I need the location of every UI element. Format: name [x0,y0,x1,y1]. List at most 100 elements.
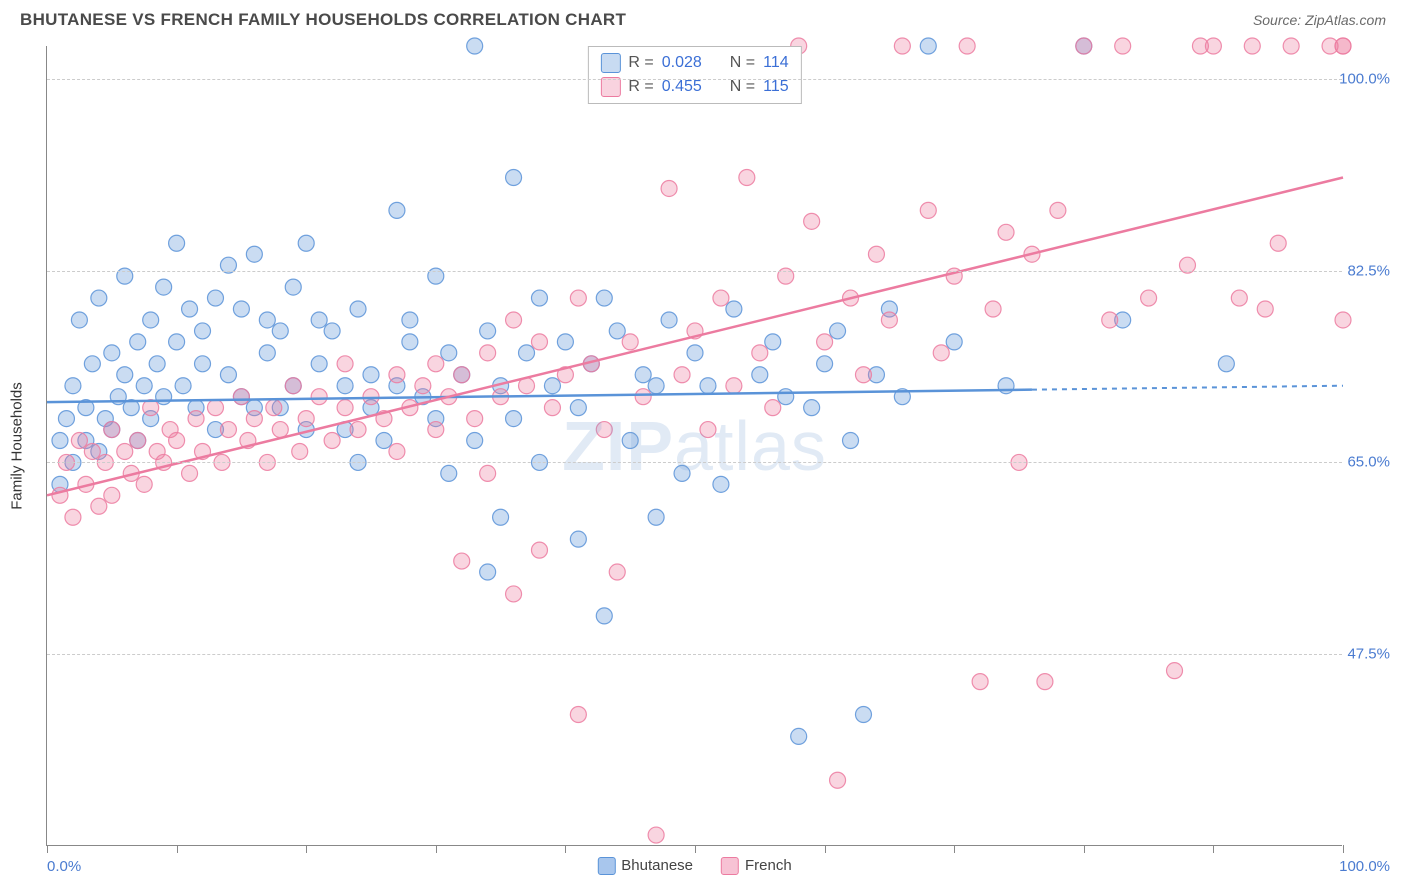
scatter-point [765,334,781,350]
y-tick-label: 47.5% [1347,646,1390,663]
scatter-point [855,706,871,722]
scatter-point [791,728,807,744]
x-tick [1213,845,1214,853]
scatter-point [622,433,638,449]
scatter-point [596,608,612,624]
scatter-point [175,378,191,394]
scatter-point [454,553,470,569]
scatter-point [130,334,146,350]
scatter-point [998,378,1014,394]
scatter-point [557,334,573,350]
scatter-point [467,38,483,54]
scatter-point [933,345,949,361]
scatter-point [337,400,353,416]
scatter-point [544,400,560,416]
scatter-point [609,323,625,339]
scatter-point [156,389,172,405]
x-tick [47,845,48,853]
scatter-point [830,323,846,339]
x-tick [436,845,437,853]
scatter-point [946,334,962,350]
scatter-point [959,38,975,54]
scatter-point [363,367,379,383]
scatter-point [266,400,282,416]
scatter-point [156,279,172,295]
scatter-point [169,433,185,449]
scatter-point [233,389,249,405]
scatter-point [700,378,716,394]
scatter-point [149,356,165,372]
scatter-point [104,422,120,438]
scatter-point [402,334,418,350]
x-tick [306,845,307,853]
legend-n-value: 114 [763,54,789,72]
scatter-point [1115,38,1131,54]
scatter-point [1283,38,1299,54]
scatter-point [830,772,846,788]
legend-n-label: N = [730,54,755,72]
legend-series-item: French [721,857,792,875]
gridline [47,654,1342,655]
scatter-point [376,433,392,449]
x-tick [1343,845,1344,853]
scatter-point [65,509,81,525]
scatter-point [285,378,301,394]
scatter-point [298,235,314,251]
legend-r-value: 0.455 [662,78,702,96]
scatter-point [778,389,794,405]
legend-swatch [600,53,620,73]
chart-source: Source: ZipAtlas.com [1253,12,1386,28]
scatter-point [519,345,535,361]
legend-correlation-row: R =0.028N =114 [600,51,788,75]
scatter-point [596,290,612,306]
scatter-point [648,827,664,843]
scatter-point [920,202,936,218]
scatter-point [207,290,223,306]
scatter-point [635,367,651,383]
scatter-point [402,312,418,328]
legend-correlation: R =0.028N =114R =0.455N =115 [587,46,801,104]
scatter-point [350,301,366,317]
x-axis-max-label: 100.0% [1339,858,1390,875]
scatter-point [272,323,288,339]
scatter-point [648,378,664,394]
scatter-point [467,433,483,449]
scatter-point [804,400,820,416]
scatter-point [531,334,547,350]
gridline [47,462,1342,463]
legend-series: Bhutanese French [597,857,791,875]
scatter-point [868,246,884,262]
scatter-point [570,531,586,547]
scatter-point [84,443,100,459]
scatter-point [117,367,133,383]
scatter-point [441,465,457,481]
scatter-point [259,312,275,328]
scatter-point [1141,290,1157,306]
scatter-point [752,367,768,383]
legend-series-label: Bhutanese [621,857,693,874]
scatter-point [428,356,444,372]
scatter-point [700,422,716,438]
legend-n-label: N = [730,78,755,96]
scatter-point [71,312,87,328]
scatter-point [324,323,340,339]
scatter-point [188,411,204,427]
legend-swatch [597,857,615,875]
scatter-point [1231,290,1247,306]
scatter-point [363,389,379,405]
legend-swatch [600,77,620,97]
scatter-point [285,279,301,295]
scatter-point [765,400,781,416]
scatter-point [480,323,496,339]
scatter-point [117,443,133,459]
scatter-point [713,476,729,492]
scatter-point [635,389,651,405]
scatter-point [389,367,405,383]
scatter-point [246,411,262,427]
scatter-point [1205,38,1221,54]
scatter-point [480,564,496,580]
scatter-point [881,312,897,328]
scatter-point [493,509,509,525]
legend-series-item: Bhutanese [597,857,693,875]
x-tick [565,845,566,853]
